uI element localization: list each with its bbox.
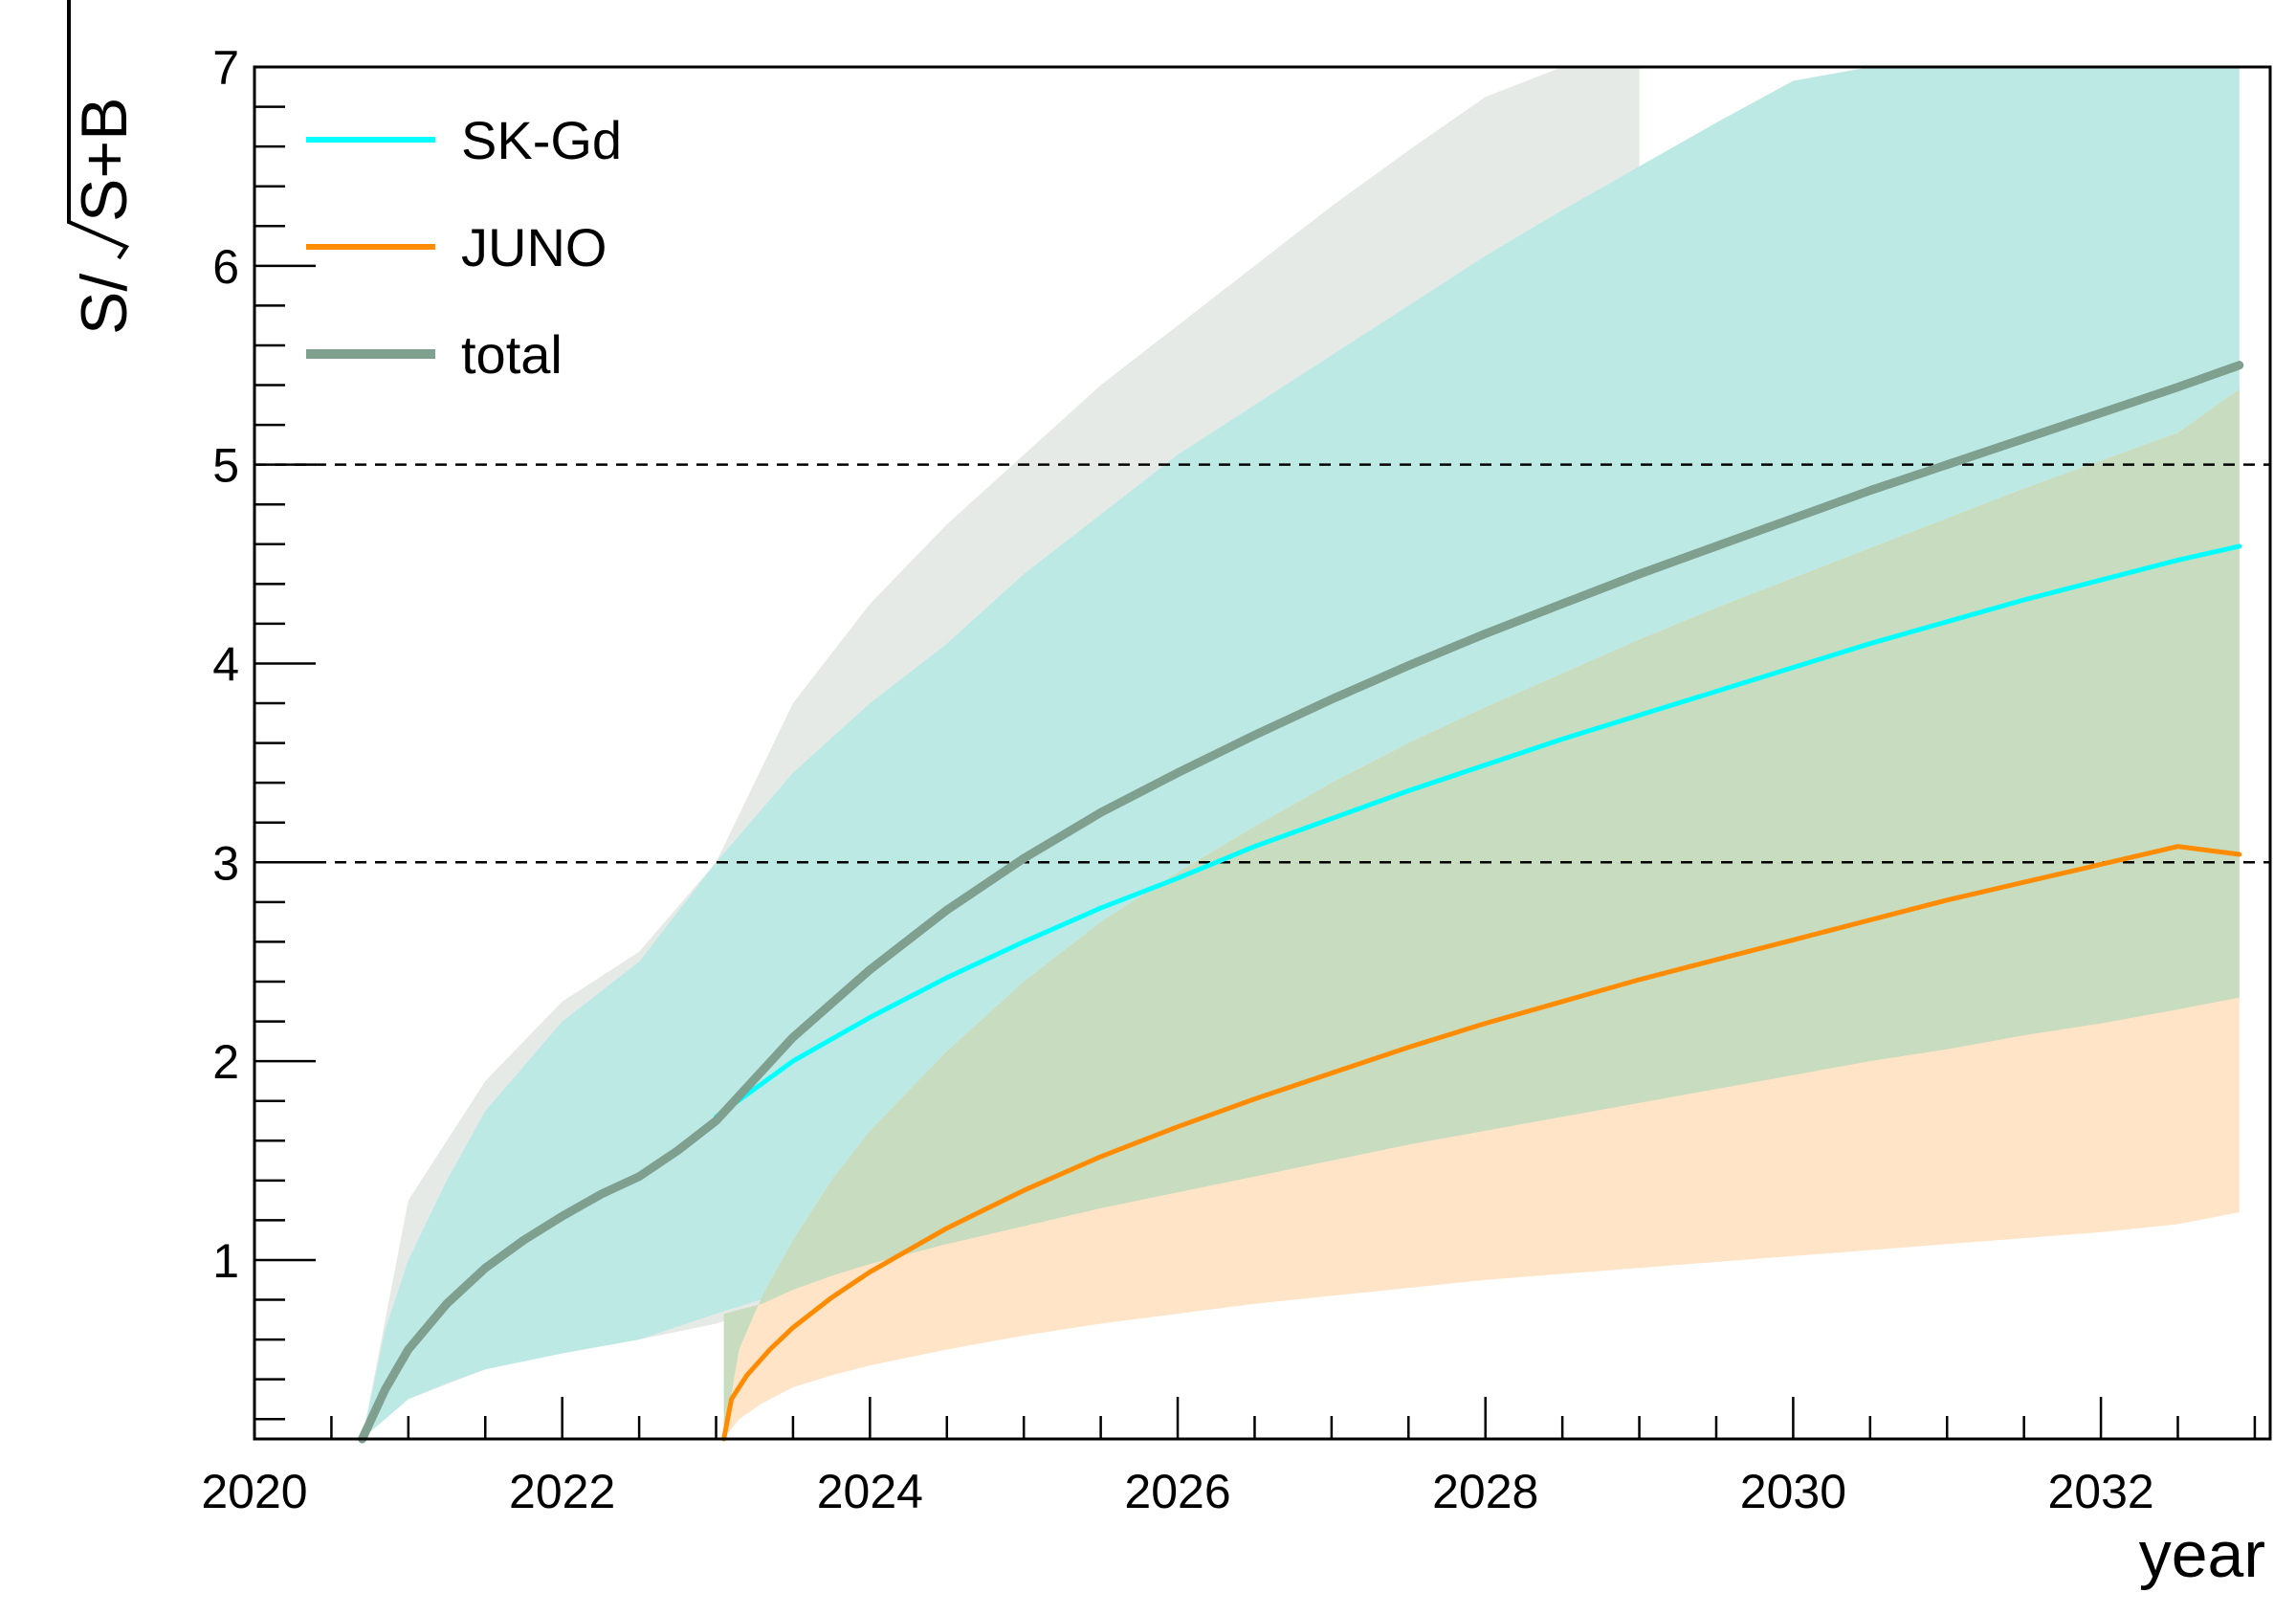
y-tick-label: 6 bbox=[212, 240, 239, 294]
y-tick-label: 7 bbox=[212, 41, 239, 95]
series-line-juno bbox=[721, 844, 2242, 1442]
series-line-total bbox=[358, 361, 2244, 1444]
plot-frame bbox=[253, 65, 2272, 1441]
series-line-sk-gd bbox=[714, 543, 2242, 1119]
y-axis-title: S/ S+B bbox=[67, 0, 141, 335]
legend: SK-Gd JUNO total bbox=[306, 110, 622, 385]
sqrt-radical-icon bbox=[67, 0, 129, 260]
x-tick-label: 2032 bbox=[2047, 1465, 2153, 1518]
x-tick-label: 2026 bbox=[1124, 1465, 1230, 1518]
x-axis-title: year bbox=[2139, 1518, 2265, 1591]
band-3 bbox=[723, 388, 2240, 1440]
y-tick-label: 3 bbox=[212, 836, 239, 890]
band-1 bbox=[362, 67, 2240, 1439]
x-tick-label: 2024 bbox=[817, 1465, 923, 1518]
x-tick-label: 2022 bbox=[509, 1465, 615, 1518]
y-tick-label: 5 bbox=[212, 439, 239, 493]
y-tick-label: 2 bbox=[212, 1035, 239, 1089]
axis-ticks bbox=[253, 65, 2257, 1439]
legend-label-total: total bbox=[461, 324, 563, 385]
uncertainty-bands bbox=[362, 67, 2240, 1440]
y-axis-title-radicand: S+B bbox=[68, 98, 141, 222]
y-tick-label: 1 bbox=[212, 1234, 239, 1288]
tick-labels: 2020 2022 2024 2026 2028 2030 2032 1 2 3 4 5 6 7 bbox=[201, 41, 2153, 1518]
x-tick-label: 2020 bbox=[201, 1465, 307, 1518]
legend-label-skgd: SK-Gd bbox=[461, 110, 622, 170]
x-tick-label: 2028 bbox=[1432, 1465, 1538, 1518]
series-lines bbox=[358, 361, 2244, 1444]
y-tick-label: 4 bbox=[212, 637, 239, 691]
y-axis-title-prefix: S/ bbox=[68, 274, 141, 335]
x-tick-label: 2030 bbox=[1740, 1465, 1846, 1518]
legend-label-juno: JUNO bbox=[461, 217, 607, 277]
reference-lines bbox=[254, 463, 2270, 864]
